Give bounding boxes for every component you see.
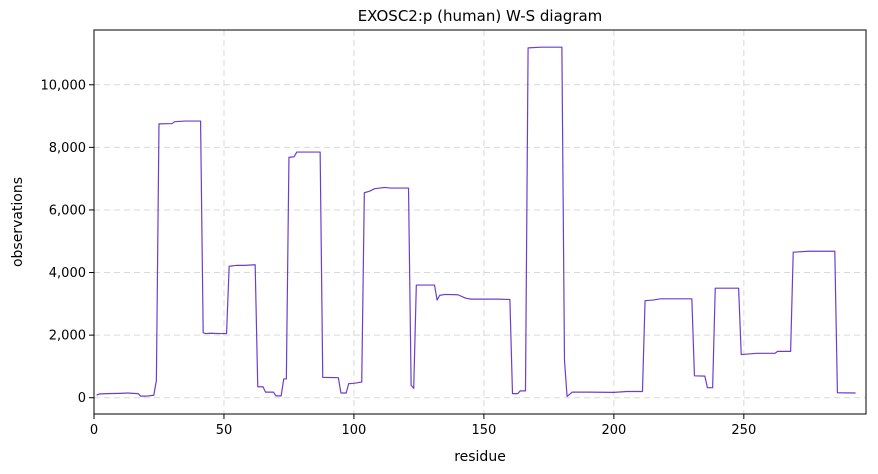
chart-title: EXOSC2:p (human) W-S diagram: [358, 7, 603, 25]
y-axis-ticks: 0 2,000 4,000 6,000 8,000 10,000: [41, 78, 94, 406]
y-tick-label: 8,000: [49, 141, 86, 156]
x-tick-label: 0: [90, 423, 98, 438]
x-axis-ticks: 0 50 100 150 200 250: [90, 414, 756, 438]
x-tick-label: 200: [601, 423, 626, 438]
y-tick-label: 4,000: [49, 266, 86, 281]
x-tick-label: 100: [342, 423, 367, 438]
y-tick-label: 6,000: [49, 203, 86, 218]
y-tick-label: 2,000: [49, 329, 86, 344]
y-tick-label: 0: [78, 391, 86, 406]
grid-lines: [93, 30, 866, 414]
x-tick-label: 50: [216, 423, 233, 438]
x-tick-label: 150: [471, 423, 496, 438]
series-line: [96, 46, 856, 398]
x-axis-label: residue: [454, 449, 506, 465]
y-tick-label: 10,000: [41, 78, 87, 93]
series-layer: [96, 46, 856, 398]
y-axis-label: observations: [10, 177, 26, 267]
plot-frame: [93, 29, 867, 415]
x-tick-label: 250: [731, 423, 756, 438]
